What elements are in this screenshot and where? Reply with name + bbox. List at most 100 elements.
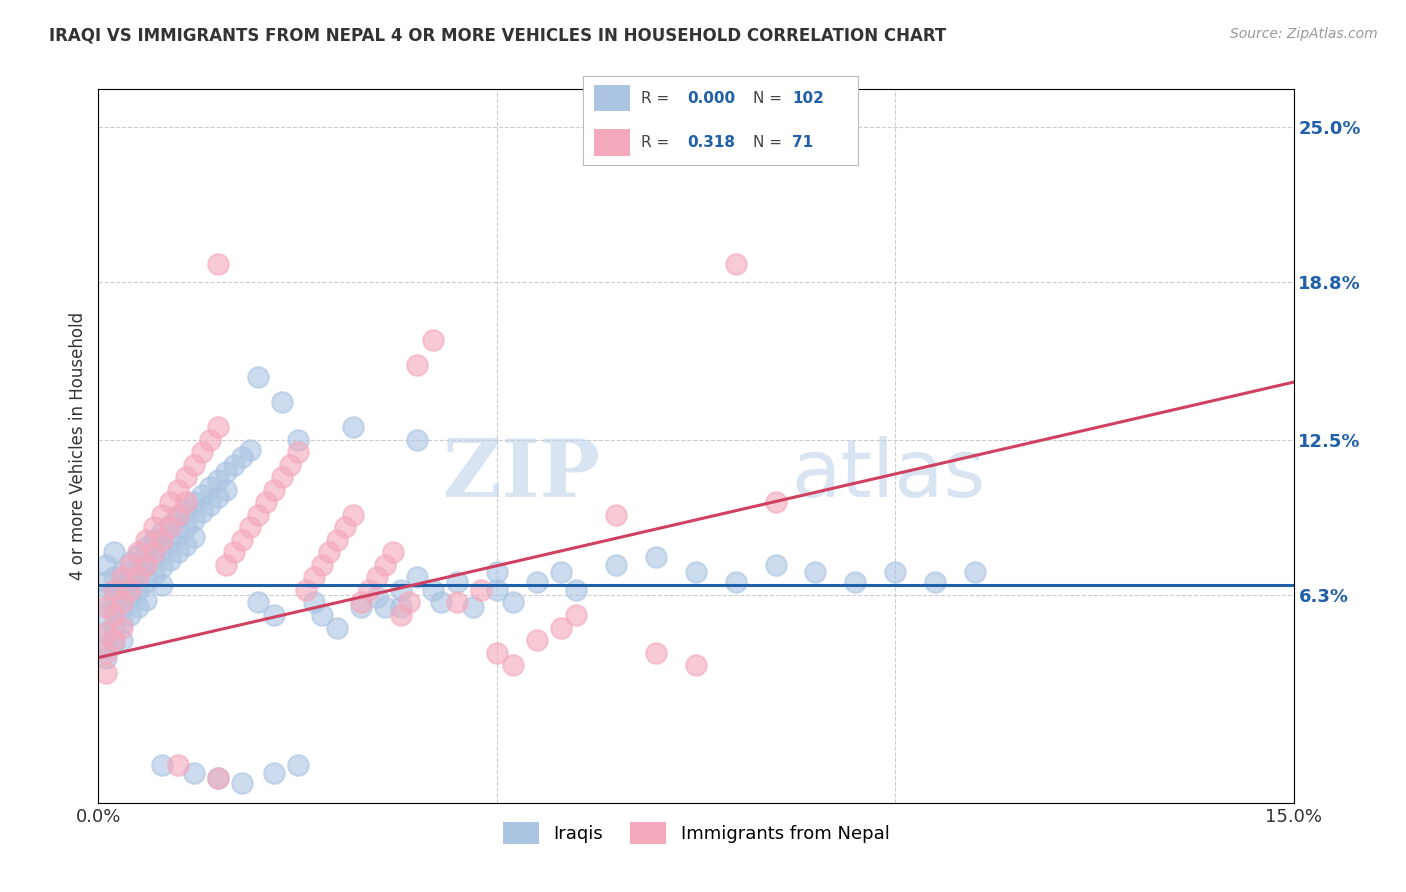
- Point: [150, 758, 173, 772]
- Point: [884, 566, 907, 580]
- Point: [366, 570, 388, 584]
- Point: [645, 550, 668, 565]
- Point: [120, 607, 142, 622]
- Point: [287, 433, 309, 447]
- Point: [215, 558, 238, 572]
- Point: [183, 765, 205, 780]
- Point: [207, 771, 229, 785]
- Point: [159, 517, 181, 532]
- Point: [239, 442, 262, 457]
- Point: [359, 582, 381, 597]
- Point: [111, 615, 134, 630]
- Point: [103, 633, 125, 648]
- Point: [724, 257, 747, 271]
- Text: IRAQI VS IMMIGRANTS FROM NEPAL 4 OR MORE VEHICLES IN HOUSEHOLD CORRELATION CHART: IRAQI VS IMMIGRANTS FROM NEPAL 4 OR MORE…: [49, 27, 946, 45]
- Text: atlas: atlas: [792, 435, 986, 514]
- Point: [924, 575, 946, 590]
- Point: [135, 575, 157, 590]
- Point: [96, 625, 118, 640]
- Point: [111, 566, 134, 580]
- Point: [159, 520, 181, 534]
- Point: [526, 575, 548, 590]
- Point: [207, 420, 229, 434]
- Point: [389, 607, 412, 622]
- Point: [565, 607, 588, 622]
- Point: [96, 600, 118, 615]
- Point: [143, 568, 166, 582]
- Point: [120, 591, 142, 605]
- Point: [103, 545, 125, 559]
- Point: [150, 525, 173, 540]
- Point: [167, 508, 190, 522]
- Point: [111, 582, 134, 597]
- Point: [111, 621, 134, 635]
- Point: [406, 433, 429, 447]
- Point: [605, 508, 627, 522]
- Text: 0.318: 0.318: [688, 136, 735, 150]
- Point: [470, 582, 492, 597]
- Point: [294, 582, 316, 597]
- Point: [96, 665, 118, 680]
- Point: [485, 582, 508, 597]
- Point: [191, 505, 214, 519]
- Point: [263, 765, 285, 780]
- Point: [222, 545, 245, 559]
- Point: [135, 558, 157, 572]
- Point: [350, 595, 373, 609]
- Point: [96, 607, 118, 622]
- Point: [150, 560, 173, 574]
- Point: [183, 513, 205, 527]
- Point: [765, 558, 787, 572]
- Point: [222, 458, 245, 472]
- Point: [804, 566, 827, 580]
- Point: [167, 483, 190, 497]
- Point: [685, 658, 707, 673]
- Text: N =: N =: [754, 136, 792, 150]
- Point: [183, 530, 205, 544]
- Point: [398, 595, 420, 609]
- Point: [207, 771, 229, 785]
- Point: [382, 545, 405, 559]
- Point: [167, 545, 190, 559]
- Point: [231, 533, 253, 547]
- Point: [111, 595, 134, 609]
- Point: [246, 508, 269, 522]
- Point: [963, 566, 986, 580]
- Point: [167, 510, 190, 524]
- Text: 0.000: 0.000: [688, 91, 735, 105]
- Point: [127, 566, 149, 580]
- Point: [318, 545, 340, 559]
- Point: [127, 548, 149, 562]
- Point: [342, 420, 364, 434]
- Point: [605, 558, 627, 572]
- Point: [550, 621, 572, 635]
- Point: [461, 600, 484, 615]
- Y-axis label: 4 or more Vehicles in Household: 4 or more Vehicles in Household: [69, 312, 87, 580]
- Point: [406, 570, 429, 584]
- Point: [207, 257, 229, 271]
- Point: [406, 358, 429, 372]
- Point: [174, 538, 197, 552]
- Point: [246, 595, 269, 609]
- Point: [96, 591, 118, 605]
- Point: [502, 595, 524, 609]
- Point: [159, 535, 181, 549]
- Point: [143, 520, 166, 534]
- Point: [103, 635, 125, 649]
- Point: [311, 607, 333, 622]
- Point: [430, 595, 453, 609]
- Point: [270, 395, 292, 409]
- Point: [215, 483, 238, 497]
- Point: [366, 591, 388, 605]
- Point: [302, 595, 325, 609]
- Point: [174, 503, 197, 517]
- Point: [159, 553, 181, 567]
- Point: [287, 758, 309, 772]
- Point: [150, 533, 173, 547]
- Point: [485, 566, 508, 580]
- Point: [724, 575, 747, 590]
- Point: [120, 582, 142, 597]
- Point: [120, 558, 142, 572]
- Point: [174, 470, 197, 484]
- Point: [254, 495, 277, 509]
